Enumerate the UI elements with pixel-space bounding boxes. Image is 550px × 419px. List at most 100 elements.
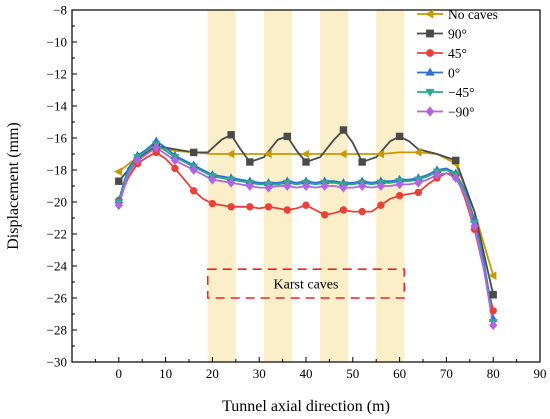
x-tick-label: 40	[300, 366, 313, 381]
data-point	[283, 132, 291, 141]
karst-caves-box	[206, 268, 406, 299]
data-point	[489, 291, 497, 299]
legend-item-6: −90°	[417, 104, 475, 119]
data-point	[189, 165, 198, 175]
data-point	[488, 271, 497, 280]
x-tick-label: 50	[346, 366, 359, 381]
y-tick-label: −8	[53, 3, 67, 18]
legend-item-5: −45°	[417, 85, 475, 100]
data-point	[115, 177, 123, 185]
y-tick-label: −10	[47, 35, 67, 50]
x-tick-label: 0	[116, 366, 123, 381]
data-point	[338, 149, 347, 159]
y-tick-label: −24	[47, 259, 68, 274]
data-point	[227, 131, 235, 139]
data-point	[451, 173, 460, 183]
legend-label: −45°	[448, 85, 475, 100]
data-point	[321, 211, 329, 219]
legend: No caves 90° 45° 0° −45° −90°	[417, 7, 498, 119]
y-tick-label: −28	[47, 323, 67, 338]
data-point	[339, 126, 348, 134]
x-tick-label: 10	[159, 366, 172, 381]
data-point	[283, 181, 292, 191]
y-axis-ticks: −30 −28 −26 −24 −22 −20 −18 −16 −14 −12 −10 −8	[47, 3, 77, 370]
y-tick-label: −18	[47, 163, 67, 178]
legend-label: 0°	[448, 65, 460, 80]
data-point	[414, 177, 423, 188]
x-axis-ticks: 0 10 20 30 40 50 60 70 80 90	[94, 357, 547, 381]
data-point	[133, 155, 142, 166]
data-point	[302, 158, 310, 166]
data-point	[208, 174, 217, 185]
data-point	[339, 206, 348, 214]
legend-label: 90°	[448, 26, 467, 41]
y-tick-label: −26	[47, 291, 68, 306]
data-point	[320, 181, 329, 191]
x-axis-title: Tunnel axial direction (m)	[222, 398, 390, 415]
data-point	[301, 181, 311, 191]
x-tick-label: 20	[206, 366, 219, 381]
data-point	[414, 188, 423, 197]
data-point	[171, 164, 179, 173]
y-tick-label: −14	[47, 99, 68, 114]
data-point	[246, 203, 254, 211]
data-point	[395, 191, 404, 200]
legend-swatch-marker	[425, 88, 435, 97]
karst-caves-label: Karst caves	[274, 278, 339, 293]
data-point	[489, 320, 498, 331]
data-point	[227, 203, 235, 211]
data-point	[226, 177, 236, 188]
legend-item-1: No caves	[417, 7, 498, 22]
legend-swatch-marker	[425, 67, 435, 76]
data-point	[358, 181, 367, 191]
series-markers-6	[114, 142, 498, 331]
legend-swatch-marker	[425, 106, 435, 117]
data-point	[470, 221, 479, 231]
legend-swatch-marker	[426, 29, 434, 38]
data-point	[301, 149, 310, 159]
legend-item-4: 0°	[417, 65, 460, 80]
data-point	[432, 169, 442, 180]
x-tick-label: 90	[534, 366, 547, 381]
y-tick-label: −16	[47, 131, 68, 146]
x-tick-label: 60	[393, 366, 406, 381]
y-tick-label: −12	[47, 67, 67, 82]
data-point	[113, 167, 122, 176]
x-tick-label: 30	[253, 366, 266, 381]
data-point	[170, 155, 180, 166]
x-tick-label: 70	[440, 366, 453, 381]
series-markers	[113, 126, 498, 331]
data-point	[395, 132, 404, 141]
karst-caves-annotation: Karst caves	[206, 268, 406, 299]
x-tick-label: 80	[487, 366, 500, 381]
data-point	[358, 207, 366, 216]
data-point	[375, 149, 385, 159]
data-point	[114, 200, 123, 211]
data-point	[339, 182, 348, 193]
data-point	[489, 307, 497, 315]
data-point	[395, 179, 404, 190]
data-point	[283, 206, 291, 214]
data-point	[376, 181, 386, 191]
data-point	[413, 148, 422, 157]
data-point	[246, 158, 254, 166]
y-tick-label: −20	[47, 195, 67, 210]
data-point	[452, 156, 460, 165]
legend-swatch-marker	[426, 49, 434, 57]
data-point	[189, 148, 198, 157]
data-point	[189, 187, 198, 195]
legend-item-3: 45°	[417, 46, 467, 61]
legend-label: No caves	[448, 7, 498, 22]
data-point	[302, 201, 310, 209]
y-axis-title: Displacement (mm)	[5, 122, 22, 250]
legend-swatch-marker	[424, 9, 434, 19]
data-point	[152, 142, 161, 153]
data-point	[263, 149, 272, 159]
data-point	[245, 181, 254, 191]
data-point	[377, 201, 385, 209]
legend-item-2: 90°	[417, 26, 467, 41]
data-point	[264, 203, 273, 211]
data-point	[358, 158, 366, 166]
y-tick-label: −22	[47, 227, 67, 242]
